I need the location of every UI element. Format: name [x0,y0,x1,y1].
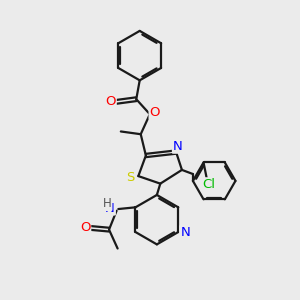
Text: O: O [80,221,90,234]
Text: N: N [173,140,183,153]
Text: H: H [103,197,111,210]
Text: S: S [127,171,135,184]
Text: O: O [105,95,116,108]
Text: N: N [180,226,190,239]
Text: N: N [105,202,115,214]
Text: Cl: Cl [202,178,215,191]
Text: O: O [150,106,160,119]
